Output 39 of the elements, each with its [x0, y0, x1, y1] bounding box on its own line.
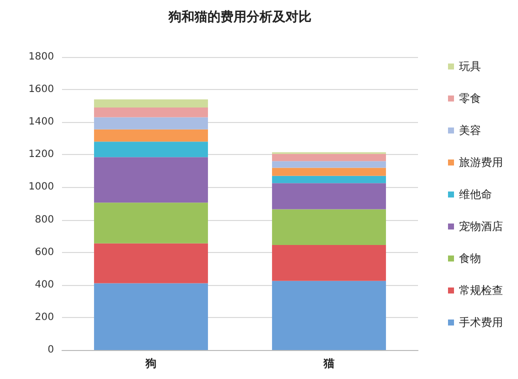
- bar: [94, 99, 208, 108]
- bar: [94, 157, 208, 203]
- bar: [272, 280, 386, 350]
- y-tick-label: 400: [34, 279, 54, 290]
- bar: [272, 245, 386, 281]
- bar: [272, 183, 386, 210]
- y-tick-label: 1600: [28, 84, 54, 96]
- y-tick-label: 200: [34, 312, 54, 323]
- bar: [272, 154, 386, 162]
- bar: [94, 243, 208, 284]
- legend-label: 旅游费用: [459, 156, 503, 169]
- bar: [272, 168, 386, 176]
- bar: [94, 107, 208, 118]
- bar: [94, 283, 208, 350]
- legend-label: 食物: [459, 252, 481, 265]
- legend-label: 零食: [459, 92, 481, 105]
- legend-label: 美容: [459, 124, 481, 137]
- legend-label: 玩具: [459, 60, 481, 73]
- x-tick-label: 狗: [144, 357, 156, 370]
- bar: [94, 142, 208, 158]
- y-tick-label: 0: [48, 344, 54, 356]
- bar: [272, 209, 386, 246]
- legend-label: 常规检查: [459, 284, 503, 297]
- legend-label: 宠物酒店: [459, 220, 503, 233]
- y-tick-label: 1000: [28, 182, 54, 193]
- bar: [272, 161, 386, 168]
- y-tick-label: 1800: [28, 52, 54, 62]
- y-tick-label: 1200: [28, 149, 54, 160]
- bar: [94, 129, 208, 142]
- y-tick-label: 600: [34, 246, 54, 258]
- bar: [94, 117, 208, 130]
- x-tick-label: 猫: [322, 357, 334, 370]
- chart-title: 狗和猫的费用分析及对比: [168, 9, 312, 25]
- y-tick-label: 800: [34, 214, 54, 226]
- legend-label: 维他命: [459, 188, 492, 201]
- bar: [94, 202, 208, 244]
- bar: [272, 176, 386, 184]
- y-tick-label: 1400: [28, 116, 54, 128]
- legend-label: 手术费用: [459, 316, 503, 329]
